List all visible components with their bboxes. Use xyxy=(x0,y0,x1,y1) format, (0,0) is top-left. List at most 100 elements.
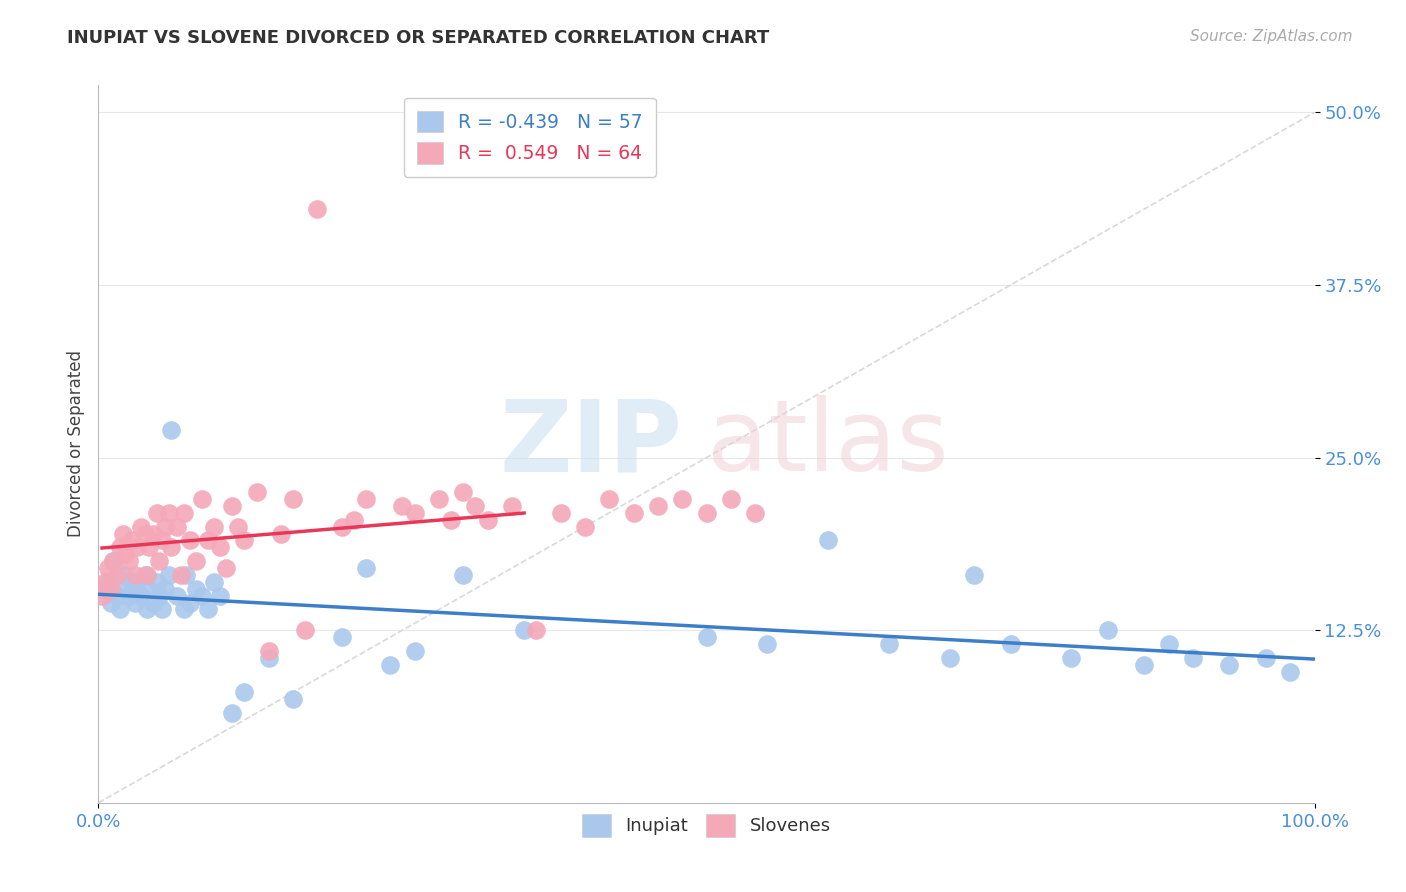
Point xyxy=(197,602,219,616)
Point xyxy=(257,644,280,658)
Point xyxy=(124,568,146,582)
Point xyxy=(146,506,169,520)
Point xyxy=(1182,650,1205,665)
Point xyxy=(209,541,232,555)
Point xyxy=(1097,623,1119,637)
Point xyxy=(129,589,152,603)
Text: atlas: atlas xyxy=(707,395,948,492)
Point xyxy=(146,574,169,589)
Point xyxy=(354,491,377,506)
Point xyxy=(134,568,156,582)
Point xyxy=(184,582,207,596)
Point xyxy=(270,526,292,541)
Point xyxy=(134,526,156,541)
Point xyxy=(202,519,225,533)
Point xyxy=(671,491,693,506)
Point xyxy=(1133,657,1156,672)
Point xyxy=(696,506,718,520)
Point xyxy=(173,602,195,616)
Point xyxy=(150,602,173,616)
Point xyxy=(166,589,188,603)
Point xyxy=(155,582,177,596)
Point xyxy=(166,519,188,533)
Point xyxy=(623,506,645,520)
Point xyxy=(148,589,170,603)
Point xyxy=(440,513,463,527)
Point xyxy=(157,506,180,520)
Point xyxy=(221,499,243,513)
Point xyxy=(307,202,329,216)
Point xyxy=(1157,637,1180,651)
Point xyxy=(550,506,572,520)
Point xyxy=(191,589,214,603)
Point xyxy=(124,596,146,610)
Point xyxy=(114,547,136,561)
Point xyxy=(501,499,523,513)
Point xyxy=(111,526,134,541)
Point xyxy=(453,568,475,582)
Point xyxy=(330,519,353,533)
Point xyxy=(179,533,201,548)
Point xyxy=(127,541,149,555)
Point xyxy=(233,533,256,548)
Point xyxy=(464,499,486,513)
Point xyxy=(148,554,170,568)
Point xyxy=(1254,650,1277,665)
Point xyxy=(281,491,304,506)
Point xyxy=(343,513,366,527)
Point xyxy=(136,602,159,616)
Point xyxy=(91,589,114,603)
Point xyxy=(129,519,152,533)
Point xyxy=(215,561,238,575)
Point xyxy=(121,574,143,589)
Point xyxy=(404,644,426,658)
Point xyxy=(245,485,267,500)
Point xyxy=(477,513,499,527)
Point xyxy=(93,574,115,589)
Point xyxy=(138,582,160,596)
Point xyxy=(157,568,180,582)
Point xyxy=(110,541,132,555)
Point xyxy=(281,692,304,706)
Point xyxy=(155,519,177,533)
Point xyxy=(150,533,173,548)
Point xyxy=(404,506,426,520)
Point xyxy=(142,526,165,541)
Point xyxy=(202,574,225,589)
Point xyxy=(197,533,219,548)
Point xyxy=(391,499,413,513)
Point xyxy=(744,506,766,520)
Point xyxy=(118,589,141,603)
Point xyxy=(93,582,115,596)
Point xyxy=(121,533,143,548)
Point xyxy=(877,637,900,651)
Point xyxy=(226,519,249,533)
Point xyxy=(118,554,141,568)
Text: ZIP: ZIP xyxy=(499,395,682,492)
Point xyxy=(97,574,120,589)
Point xyxy=(184,554,207,568)
Legend: Inupiat, Slovenes: Inupiat, Slovenes xyxy=(575,806,838,844)
Point xyxy=(574,519,596,533)
Point xyxy=(100,582,122,596)
Point xyxy=(380,657,402,672)
Point xyxy=(354,561,377,575)
Point xyxy=(110,602,132,616)
Point xyxy=(939,650,962,665)
Point xyxy=(1000,637,1022,651)
Point xyxy=(114,582,136,596)
Point xyxy=(191,491,214,506)
Point xyxy=(756,637,779,651)
Text: INUPIAT VS SLOVENE DIVORCED OR SEPARATED CORRELATION CHART: INUPIAT VS SLOVENE DIVORCED OR SEPARATED… xyxy=(67,29,769,46)
Point xyxy=(294,623,316,637)
Point xyxy=(524,623,547,637)
Point xyxy=(1218,657,1240,672)
Point xyxy=(221,706,243,720)
Point xyxy=(257,650,280,665)
Point xyxy=(173,506,195,520)
Point xyxy=(111,568,134,582)
Point xyxy=(817,533,839,548)
Point xyxy=(427,491,450,506)
Point xyxy=(100,596,122,610)
Point xyxy=(170,568,193,582)
